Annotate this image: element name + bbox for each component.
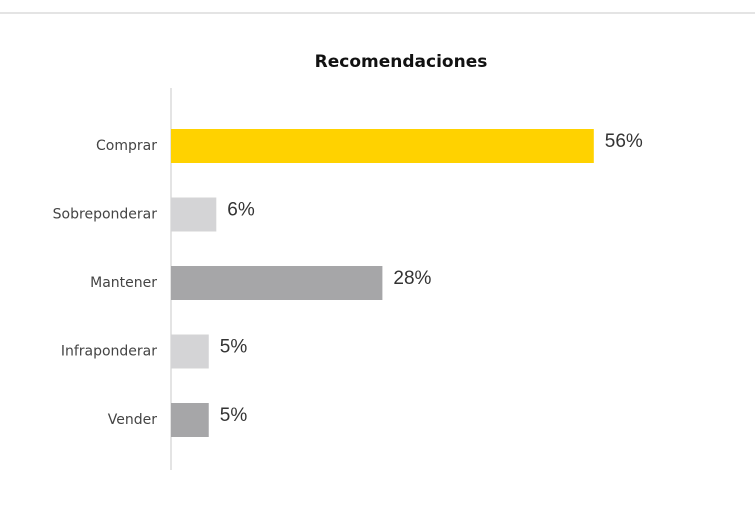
category-label: Mantener [90,275,157,291]
category-label: Infraponderar [61,344,157,360]
value-label: 6% [227,200,255,221]
category-label: Sobreponderar [53,207,158,223]
bar [171,129,594,163]
bar [171,403,209,437]
value-label: 28% [393,268,431,289]
chart-title: Recomendaciones [315,52,488,72]
value-label: 5% [220,405,248,426]
category-label: Comprar [96,138,157,154]
value-label: 5% [220,337,248,358]
value-label: 56% [605,131,643,152]
bar [171,266,383,300]
bar [171,334,209,369]
bar [171,197,217,232]
category-label: Vender [108,412,157,428]
